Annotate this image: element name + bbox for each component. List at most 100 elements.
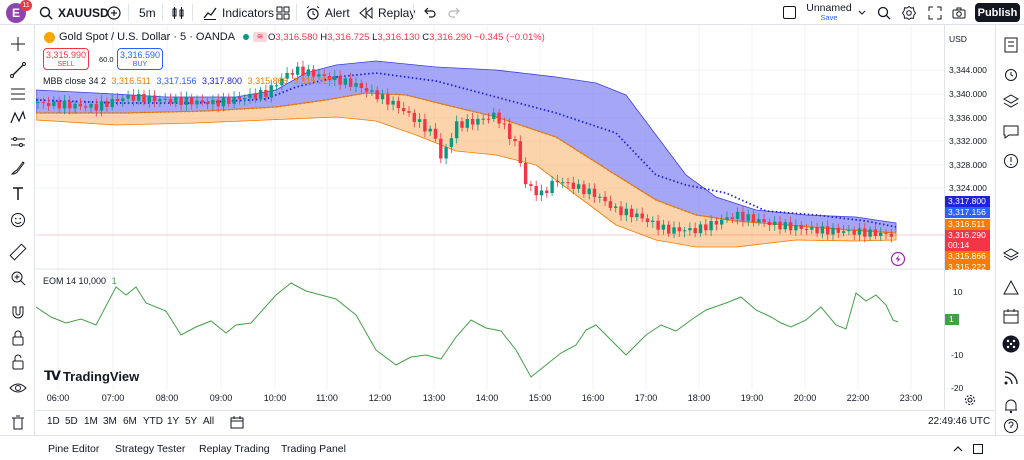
candle-body (78, 103, 83, 107)
price-scale[interactable]: USD 3,344.000 3,340.000 3,336.000 3,332.… (944, 25, 995, 410)
interval-button[interactable]: 5m (139, 5, 156, 20)
candle-body (131, 95, 136, 101)
range-all[interactable]: All (203, 416, 215, 427)
tab-strategy-tester[interactable]: Strategy Tester (115, 443, 186, 455)
plus-circle-icon (107, 5, 121, 20)
fib-retracement-icon[interactable] (9, 85, 27, 103)
time-tick: 06:00 (46, 393, 70, 403)
emoji-icon[interactable] (9, 211, 27, 229)
layout-checkbox[interactable] (783, 0, 796, 25)
layout-name-button[interactable]: Unnamed Save (805, 2, 853, 22)
tab-trading-panel[interactable]: Trading Panel (281, 443, 346, 455)
layers-icon[interactable] (1002, 247, 1020, 265)
triangle-icon[interactable] (1002, 279, 1020, 297)
trend-line-icon[interactable] (9, 61, 27, 79)
lightning-icon[interactable] (890, 251, 906, 267)
publish-button[interactable]: Publish (975, 3, 1020, 22)
range-1y[interactable]: 1Y (167, 416, 180, 427)
lock-drawings-icon[interactable] (9, 329, 27, 347)
maximize-panel-icon[interactable] (972, 443, 984, 455)
time-tick: 09:00 (209, 393, 233, 403)
fullscreen-button[interactable] (927, 0, 947, 25)
buy-button[interactable]: 3,316.590 BUY (117, 48, 163, 70)
mbb-value-basis: 3,316.511 (111, 76, 151, 86)
range-ytd[interactable]: YTD (143, 416, 163, 427)
candle-body (195, 100, 199, 105)
range-1d[interactable]: 1D (47, 416, 60, 427)
prediction-icon[interactable] (9, 133, 27, 151)
undo-button[interactable] (422, 0, 442, 25)
eom-value: 1 (111, 276, 117, 286)
brush-icon[interactable] (9, 159, 27, 177)
settings-button[interactable] (901, 0, 921, 25)
symbol-search-button[interactable]: XAUUSD (38, 0, 109, 25)
text-tool-icon[interactable] (9, 185, 27, 203)
range-3m[interactable]: 3M (103, 416, 117, 427)
candle-body (688, 228, 692, 231)
crosshair-icon[interactable] (9, 35, 27, 53)
range-6m[interactable]: 6M (123, 416, 137, 427)
chat-icon[interactable] (1002, 123, 1020, 141)
sell-label: SELL (57, 61, 75, 68)
quick-search-button[interactable] (876, 0, 896, 25)
sell-button[interactable]: 3,315.990 SELL (43, 48, 89, 70)
scale-settings-icon[interactable] (964, 394, 976, 406)
replay-button[interactable]: Replay (358, 0, 415, 25)
mbb-legend[interactable]: MBB close 34 2 3,316.511 3,317.156 3,317… (43, 76, 333, 86)
data-window-icon[interactable] (1002, 93, 1020, 111)
symbol-legend[interactable]: Gold Spot / U.S. Dollar · 5 · OANDA ≋ (44, 31, 268, 43)
tradingview-wordmark: TradingView (62, 368, 140, 384)
ruler-icon[interactable] (9, 243, 27, 261)
snapshot-button[interactable] (951, 0, 971, 25)
candle-body (465, 118, 469, 128)
price-chart[interactable] (36, 25, 944, 410)
time-axis[interactable]: 06:00 07:00 08:00 09:00 10:00 11:00 12:0… (36, 390, 944, 406)
watchlist-icon[interactable] (1002, 36, 1020, 54)
alarm-clock-icon[interactable] (1002, 65, 1020, 83)
candlestick-series (36, 60, 893, 243)
alarm-clock-icon (306, 5, 320, 20)
trash-icon[interactable] (9, 413, 27, 431)
range-5y[interactable]: 5Y (185, 416, 198, 427)
candle-body (677, 227, 681, 232)
alert-button[interactable]: Alert (305, 0, 350, 25)
indicators-button[interactable]: Indicators (202, 0, 274, 25)
zoom-in-icon[interactable] (9, 269, 27, 287)
tab-replay-trading[interactable]: Replay Trading (199, 443, 270, 455)
candle-body (306, 69, 310, 76)
clock-timezone[interactable]: 22:49:46 UTC (928, 416, 991, 427)
mbb-value-upper-mid: 3,317.156 (156, 76, 197, 86)
candle-body (841, 231, 846, 233)
candle-body (529, 184, 533, 186)
open-label: O (268, 32, 276, 43)
range-5d[interactable]: 5D (65, 416, 78, 427)
wave-icon[interactable]: ≋ (253, 32, 268, 42)
candle-body (248, 93, 252, 99)
tab-pine-editor[interactable]: Pine Editor (48, 443, 100, 455)
candle-body (714, 220, 719, 225)
ideas-icon[interactable] (1002, 152, 1020, 170)
candle-body (460, 121, 464, 128)
layout-menu-button[interactable] (857, 0, 871, 25)
candle-body (741, 211, 745, 221)
compare-button[interactable] (106, 0, 126, 25)
calendar-icon[interactable] (1002, 307, 1020, 325)
calendar-range-icon[interactable] (230, 415, 244, 429)
redo-button[interactable] (446, 0, 466, 25)
magnet-icon[interactable] (9, 303, 27, 321)
drawing-toolbar (0, 25, 35, 435)
eye-toggle-icon[interactable] (243, 34, 250, 40)
rss-icon[interactable] (1002, 369, 1020, 387)
pattern-icon[interactable] (9, 109, 27, 127)
chart-type-button[interactable] (170, 0, 190, 25)
price-tick: 3,344.000 (949, 65, 987, 75)
help-icon[interactable] (1002, 417, 1020, 435)
eom-legend[interactable]: EOM 14 10,000 1 (43, 276, 117, 286)
lock-icon[interactable] (9, 353, 27, 371)
apps-icon[interactable] (1002, 335, 1020, 353)
eye-icon[interactable] (9, 379, 27, 397)
range-1m[interactable]: 1M (84, 416, 98, 427)
layouts-button[interactable] (275, 0, 295, 25)
bell-icon[interactable] (1002, 397, 1020, 415)
chevron-up-icon[interactable] (952, 443, 964, 455)
